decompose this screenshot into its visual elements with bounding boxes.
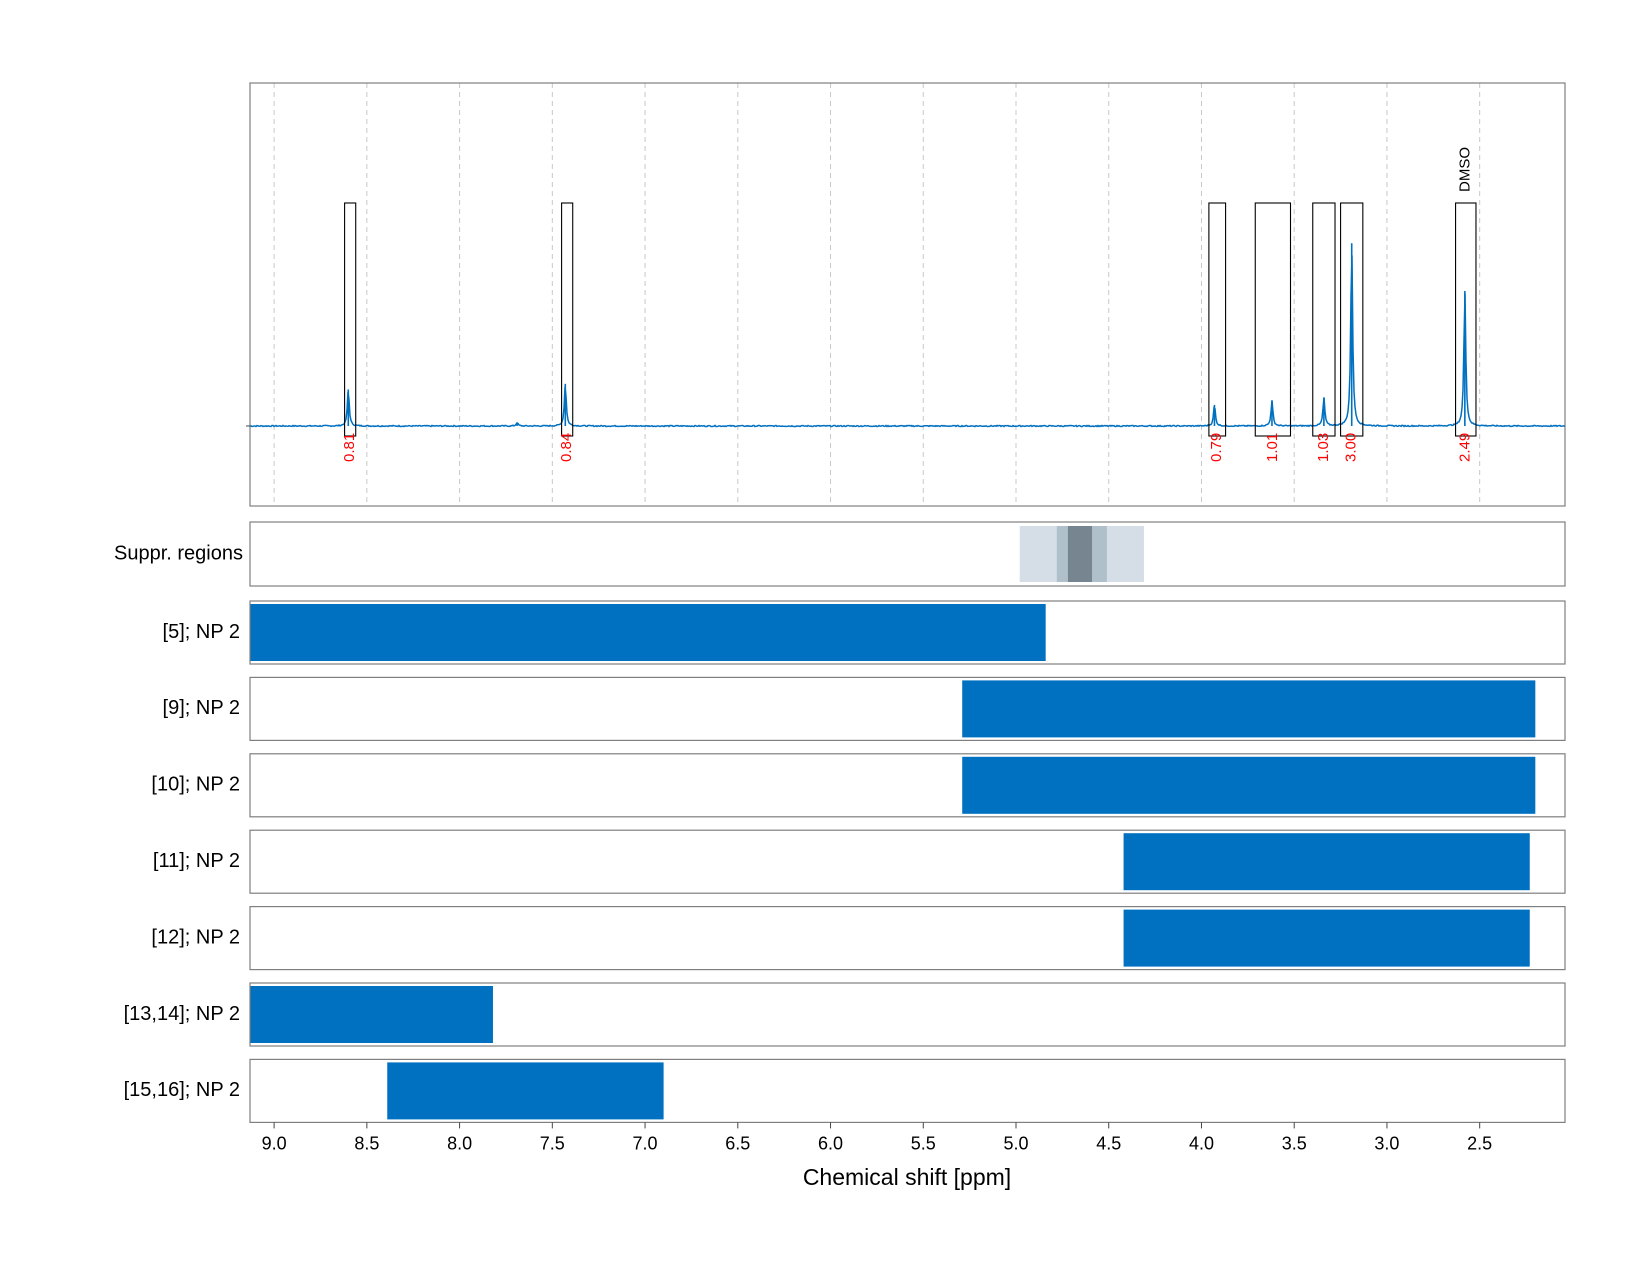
- x-tick-label: 3.0: [1374, 1133, 1399, 1153]
- x-tick-label: 7.0: [633, 1133, 658, 1153]
- integral-value: 2.49: [1457, 433, 1474, 462]
- region-bar: [962, 680, 1536, 738]
- integral-value: 0.79: [1208, 433, 1225, 462]
- integral-region-box: [1340, 202, 1364, 437]
- region-row-label: [13,14]; NP 2: [124, 1003, 240, 1025]
- integral-value: 3.00: [1343, 433, 1360, 462]
- region-row-label: [9]; NP 2: [163, 697, 240, 719]
- integral-region-box: [1254, 202, 1292, 437]
- integral-value: 1.03: [1315, 433, 1332, 462]
- integral-value: 1.01: [1264, 433, 1281, 462]
- spectrum-layer: [246, 243, 1566, 428]
- integral-region-box: [1455, 202, 1477, 437]
- x-tick-label: 4.5: [1096, 1133, 1121, 1153]
- integral-region-box: [561, 202, 574, 437]
- region-bar: [1123, 833, 1530, 891]
- suppression-band: [1067, 526, 1093, 582]
- region-bar: [250, 604, 1046, 661]
- region-row-frame: [249, 753, 1566, 818]
- x-tick-label: 7.5: [540, 1133, 565, 1153]
- x-tick-label: 5.0: [1003, 1133, 1028, 1153]
- x-tick-label: 6.0: [818, 1133, 843, 1153]
- region-row-label: [5]; NP 2: [163, 621, 240, 643]
- region-bar: [387, 1062, 664, 1120]
- region-row-frame: [249, 829, 1566, 894]
- region-rows: [5]; NP 2 [9]; NP 2 [10]; NP 2 [11]; NP 2 [1…: [124, 600, 1566, 1124]
- integral-region-box: [1208, 202, 1227, 437]
- x-tick-label: 3.5: [1282, 1133, 1307, 1153]
- integral-region-box: [344, 202, 357, 437]
- x-axis: 9.0 8.5 8.0 7.5 7.0 6.5 6.0 5.5 5.0 4.5 4.0 3.5 3.0 2…: [262, 1122, 1492, 1153]
- x-tick-label: 2.5: [1467, 1133, 1492, 1153]
- suppression-label: Suppr. regions: [114, 542, 243, 564]
- x-axis-label: Chemical shift [ppm]: [803, 1164, 1011, 1190]
- integral-value: 0.84: [558, 433, 575, 462]
- region-row-frame: [249, 676, 1566, 742]
- integral-region-box: [1312, 202, 1336, 437]
- region-bar: [1123, 909, 1530, 967]
- x-tick-label: 8.5: [354, 1133, 379, 1153]
- x-tick-label: 5.5: [911, 1133, 936, 1153]
- region-row-label: [10]; NP 2: [151, 774, 240, 796]
- suppression-panel: Suppr. regions: [114, 521, 1566, 587]
- region-row-label: [11]; NP 2: [153, 850, 240, 872]
- integral-value: 0.81: [341, 433, 358, 462]
- x-tick-label: 8.0: [447, 1133, 472, 1153]
- grid-lines: [273, 83, 1481, 506]
- x-tick-label: 4.0: [1189, 1133, 1214, 1153]
- spectrum-panel: [249, 82, 1566, 507]
- region-row-label: [15,16]; NP 2: [124, 1079, 240, 1101]
- region-row-frame: [249, 600, 1566, 665]
- region-row-frame: [249, 905, 1566, 971]
- region-row-label: [12]; NP 2: [151, 926, 240, 948]
- x-tick-label: 9.0: [262, 1133, 287, 1153]
- x-tick-label: 6.5: [725, 1133, 750, 1153]
- spectrum-line: [249, 255, 1566, 428]
- region-bar: [250, 986, 493, 1043]
- integral-layer: 0.81 0.84 0.79 1.01 1.03 3.00 2.49 DMSO: [341, 147, 1477, 462]
- region-row-frame: [249, 982, 1566, 1047]
- region-bar: [962, 756, 1536, 814]
- suppression-frame: [249, 521, 1566, 587]
- peak-assignment-label: DMSO: [1457, 147, 1474, 192]
- region-row-frame: [249, 1058, 1566, 1124]
